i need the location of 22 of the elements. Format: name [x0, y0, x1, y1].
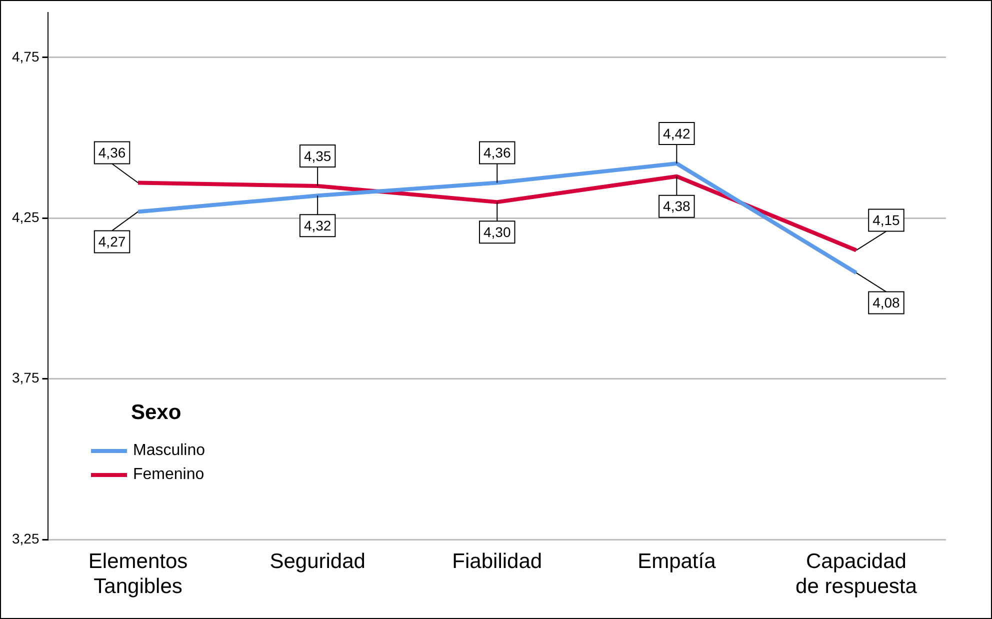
y-tick-label: 3,75 [12, 370, 40, 386]
x-tick-label: Elementos Tangibles [88, 550, 188, 598]
data-label: 4,32 [304, 217, 332, 234]
y-tick-label: 4,25 [12, 208, 40, 225]
x-tick-label: Fiabilidad [452, 550, 542, 573]
y-tick-label: 4,75 [12, 48, 40, 64]
data-label: 4,30 [484, 224, 511, 240]
data-label: 4,08 [872, 294, 900, 311]
x-tick-label: Capacidad de respuesta [796, 550, 918, 598]
data-label: 4,36 [484, 144, 511, 161]
y-tick-label: 3,25 [12, 530, 40, 546]
data-label: 4,35 [304, 148, 332, 164]
x-tick-label: Empatía [638, 550, 716, 573]
data-label: 4,27 [98, 234, 126, 250]
legend-label: Masculino [133, 442, 206, 460]
data-label: 4,15 [872, 212, 900, 228]
data-label: 4,38 [663, 198, 691, 214]
data-label: 4,42 [663, 125, 691, 142]
legend-label: Femenino [133, 466, 204, 484]
data-label: 4,36 [98, 144, 126, 161]
x-tick-label: Seguridad [270, 550, 366, 573]
legend-title: Sexo [131, 401, 182, 425]
